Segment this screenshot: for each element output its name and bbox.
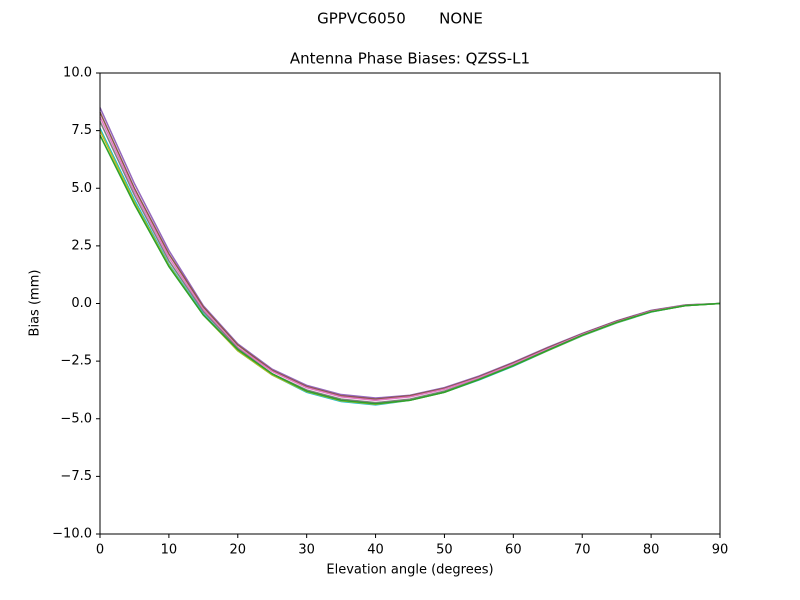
y-axis-label: Bias (mm) [28,270,43,337]
series-line [99,111,721,400]
y-tick-label: −2.5 [60,354,92,369]
series-line [99,121,721,404]
x-tick-label: 80 [643,543,660,558]
x-tick-label: 30 [298,543,315,558]
series-line [99,134,721,405]
y-tick-label: −5.0 [60,411,92,426]
x-axis-label: Elevation angle (degrees) [326,563,493,578]
x-tick-label: 90 [712,543,729,558]
suptitle: GPPVC6050 NONE [317,10,483,28]
series-line [99,127,721,406]
y-tick-label: 10.0 [63,66,92,81]
y-tick-label: −10.0 [52,527,92,542]
y-tick-label: 0.0 [71,296,92,311]
series-line [99,130,721,405]
y-tick-label: 7.5 [71,123,92,138]
series-line [99,116,721,402]
x-tick-label: 10 [161,543,178,558]
x-tick-label: 60 [505,543,522,558]
plot-frame [99,72,721,535]
y-tick-label: 2.5 [71,238,92,253]
x-tick-label: 70 [574,543,591,558]
x-tick-label: 40 [367,543,384,558]
y-tick-label: −7.5 [60,469,92,484]
x-tick-label: 0 [96,543,104,558]
x-tick-label: 50 [436,543,453,558]
series-line [99,107,721,399]
chart-title: Antenna Phase Biases: QZSS-L1 [290,50,530,68]
y-tick-label: 5.0 [71,181,92,196]
x-tick-label: 20 [230,543,247,558]
